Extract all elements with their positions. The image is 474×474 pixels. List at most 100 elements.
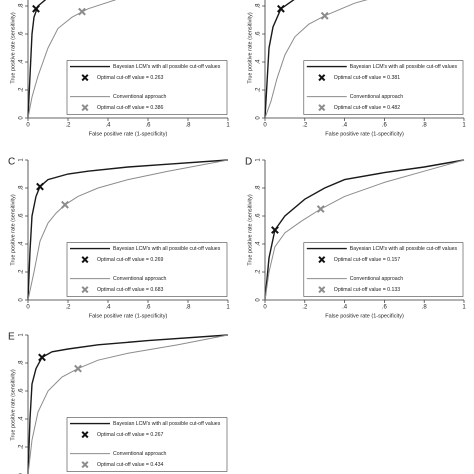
x-tick-label: 1 [226, 123, 230, 129]
roc-curve [264, 0, 295, 119]
cutoff-marker [81, 461, 89, 469]
x-tick-label: 0 [26, 123, 30, 129]
x-tick-label: .8 [422, 123, 428, 129]
cutoff-marker [36, 182, 44, 191]
cutoff-marker [81, 431, 89, 439]
x-tick-label: .8 [422, 305, 428, 311]
y-tick-label: 1 [256, 158, 262, 162]
y-tick-label: .2 [256, 87, 262, 93]
cutoff-marker [318, 286, 326, 294]
y-tick-label: .8 [19, 360, 25, 366]
y-tick-label: .2 [19, 444, 25, 450]
legend-label: Optimal cut-off value = 0.269 [97, 257, 163, 263]
legend-label: Bayesian LCM's with all possible cut-off… [113, 421, 221, 427]
cutoff-marker [78, 7, 86, 16]
legend-label: Optimal cut-off value = 0.267 [97, 432, 163, 438]
roc-curve [264, 0, 368, 119]
legend-label: Conventional approach [350, 276, 403, 282]
x-axis-title: False positive rate (1-specificity) [89, 313, 168, 319]
cutoff-marker [318, 74, 326, 82]
legend-label: Optimal cut-off value = 0.133 [334, 287, 400, 293]
x-tick-label: 0 [26, 305, 30, 311]
y-tick-label: .2 [19, 269, 25, 275]
panel: 0 .2 .4 .6 .8 1 0 .2 .4 .6 .8 1 False positive rate … [8, 157, 230, 320]
y-tick-label: 0 [19, 473, 25, 474]
y-tick-label: .8 [256, 185, 262, 191]
legend-label: Conventional approach [350, 94, 403, 100]
x-tick-label: .6 [382, 305, 388, 311]
legend-label: Optimal cut-off value = 0.386 [97, 105, 163, 111]
x-tick-label: 1 [226, 305, 230, 311]
x-axis-title: False positive rate (1-specificity) [325, 313, 404, 319]
roc-curve [27, 334, 229, 474]
roc-curve [27, 334, 229, 474]
x-axis-title: False positive rate (1-specificity) [89, 131, 168, 137]
legend-label: Optimal cut-off value = 0.434 [97, 462, 163, 468]
y-tick-label: .4 [19, 59, 25, 65]
cutoff-marker [81, 104, 89, 112]
legend-box [66, 60, 228, 115]
cutoff-marker [271, 226, 279, 234]
cutoff-marker [81, 256, 89, 264]
legend-box [303, 242, 464, 297]
y-tick-label: .4 [19, 241, 25, 247]
legend-label: Bayesian LCM's with all possible cut-off… [113, 246, 221, 252]
cutoff-marker [61, 200, 69, 209]
panel-label: C [8, 157, 15, 168]
y-axis-title: True positive rate (sensitivity) [247, 194, 253, 265]
x-tick-label: .6 [145, 123, 151, 129]
legend-label: Bayesian LCM's with all possible cut-off… [113, 64, 221, 70]
legend-label: Conventional approach [113, 94, 166, 100]
legend-label: Optimal cut-off value = 0.482 [334, 105, 400, 111]
x-tick-label: .4 [105, 305, 111, 311]
y-tick-label: .6 [19, 213, 25, 219]
roc-curve [264, 159, 465, 301]
y-tick-label: 0 [256, 298, 262, 302]
panel-label: E [8, 332, 15, 343]
legend-box [66, 417, 228, 472]
y-tick-label: 0 [19, 116, 25, 120]
legend-label: Optimal cut-off value = 0.157 [334, 257, 400, 263]
legend-label: Bayesian LCM's with all possible cut-off… [350, 64, 458, 70]
legend-box [66, 242, 228, 297]
roc-curve [264, 159, 465, 301]
y-tick-label: .8 [19, 3, 25, 9]
x-axis-title: False positive rate (1-specificity) [325, 131, 404, 137]
x-tick-label: .2 [302, 123, 308, 129]
y-axis-title: True positive rate (sensitivity) [247, 12, 253, 83]
x-tick-label: .8 [185, 305, 191, 311]
y-tick-label: .6 [256, 213, 262, 219]
y-tick-label: .4 [19, 416, 25, 422]
x-tick-label: .8 [185, 123, 191, 129]
legend-label: Optimal cut-off value = 0.683 [97, 287, 163, 293]
cutoff-marker [320, 11, 329, 20]
x-tick-label: .6 [145, 305, 151, 311]
x-tick-label: .2 [65, 123, 71, 129]
cutoff-marker [32, 4, 40, 13]
x-tick-label: 1 [462, 305, 466, 311]
y-tick-label: .8 [256, 3, 262, 9]
y-tick-label: 0 [19, 298, 25, 302]
cutoff-marker [81, 286, 89, 294]
x-tick-label: .6 [382, 123, 388, 129]
cutoff-marker [316, 205, 325, 213]
y-tick-label: .6 [256, 31, 262, 37]
x-tick-label: .2 [302, 305, 308, 311]
cutoff-marker [38, 353, 46, 362]
y-axis-title: True positive rate (sensitivity) [10, 369, 16, 440]
x-tick-label: 0 [263, 305, 267, 311]
y-tick-label: 1 [19, 158, 25, 162]
y-tick-label: .4 [256, 241, 262, 247]
y-tick-label: .2 [256, 269, 262, 275]
x-tick-label: 1 [462, 123, 466, 129]
x-tick-label: .4 [342, 123, 348, 129]
y-tick-label: .8 [19, 185, 25, 191]
legend-label: Optimal cut-off value = 0.381 [334, 75, 400, 81]
x-tick-label: .2 [65, 305, 71, 311]
cutoff-marker [74, 364, 82, 373]
